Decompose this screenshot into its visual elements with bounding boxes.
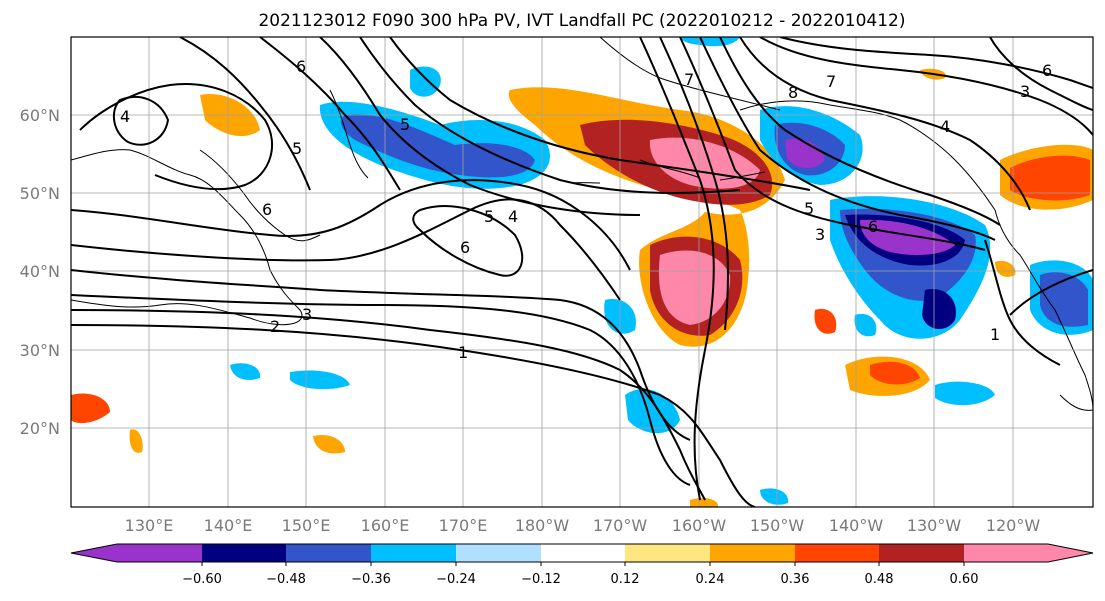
contour-label: 5 bbox=[400, 115, 410, 134]
contour-label: 6 bbox=[1042, 61, 1052, 80]
lon-label: 160°E bbox=[361, 516, 410, 535]
colorbar-tick-label: 0.48 bbox=[865, 572, 894, 587]
colorbar-tick-label: 0.60 bbox=[950, 572, 979, 587]
latitude-labels: 60°N 50°N 40°N 30°N 20°N bbox=[20, 106, 60, 438]
lon-label: 120°W bbox=[986, 516, 1041, 535]
lon-label: 140°E bbox=[204, 516, 253, 535]
contour-label: 6 bbox=[460, 238, 470, 257]
contour-labels: 6 5 6 7 8 7 6 5 4 3 6 5 4 3 2 1 6 5 4 1 … bbox=[120, 57, 1052, 362]
longitude-labels: 130°E 140°E 150°E 160°E 170°E 180°W 170°… bbox=[125, 516, 1041, 535]
contour-label: 8 bbox=[788, 83, 798, 102]
colorbar-tick-label: 0.12 bbox=[611, 572, 640, 587]
contour-label: 1 bbox=[990, 325, 1000, 344]
contour-label: 5 bbox=[804, 199, 814, 218]
lat-label: 60°N bbox=[20, 106, 60, 125]
lon-label: 170°W bbox=[593, 516, 648, 535]
lat-label: 30°N bbox=[20, 341, 60, 360]
contour-label: 1 bbox=[458, 343, 468, 362]
pv-contours bbox=[71, 37, 1093, 507]
lat-label: 50°N bbox=[20, 184, 60, 203]
lat-label: 40°N bbox=[20, 262, 60, 281]
lon-label: 140°W bbox=[829, 516, 884, 535]
colorbar-seg-6 bbox=[541, 544, 626, 562]
colorbar-seg-3 bbox=[286, 544, 372, 562]
colorbar-seg-0 bbox=[71, 544, 118, 562]
colorbar-seg-2 bbox=[202, 544, 287, 562]
colorbar-tick-label: 0.36 bbox=[781, 572, 810, 587]
contour-label: 6 bbox=[262, 200, 272, 219]
contour-label: 3 bbox=[815, 225, 825, 244]
colorbar-ticks bbox=[201, 562, 965, 566]
contour-label: 4 bbox=[940, 117, 950, 136]
contour-label: 6 bbox=[296, 57, 306, 76]
colorbar-seg-9 bbox=[795, 544, 880, 562]
contour-label: 4 bbox=[120, 107, 130, 126]
colorbar-seg-12 bbox=[1048, 544, 1093, 562]
colorbar-seg-1 bbox=[117, 544, 203, 562]
colorbar-seg-5 bbox=[456, 544, 542, 562]
lat-label: 20°N bbox=[20, 419, 60, 438]
contour-label: 3 bbox=[302, 305, 312, 324]
colorbar-tick-label: −0.60 bbox=[182, 572, 222, 587]
colorbar: −0.60 −0.48 −0.36 −0.24 −0.12 0.12 0.24 … bbox=[70, 543, 1094, 587]
contour-label: 6 bbox=[868, 217, 878, 236]
colorbar-seg-4 bbox=[371, 544, 457, 562]
colorbar-tick-label: −0.48 bbox=[266, 572, 306, 587]
colorbar-outline bbox=[70, 543, 1094, 563]
contour-label: 7 bbox=[684, 70, 694, 89]
lon-label: 130°W bbox=[907, 516, 962, 535]
lon-label: 170°E bbox=[439, 516, 488, 535]
lon-label: 150°W bbox=[750, 516, 805, 535]
colorbar-tick-label: −0.12 bbox=[521, 572, 561, 587]
contour-label: 3 bbox=[1020, 82, 1030, 101]
colorbar-seg-7 bbox=[625, 544, 711, 562]
lon-label: 160°W bbox=[672, 516, 727, 535]
colorbar-seg-11 bbox=[964, 544, 1049, 562]
colorbar-tick-label: −0.24 bbox=[436, 572, 476, 587]
graticule bbox=[71, 37, 1093, 507]
colorbar-tick-label: 0.24 bbox=[696, 572, 725, 587]
colorbar-tick-label: −0.36 bbox=[351, 572, 391, 587]
map-frame bbox=[70, 36, 1094, 508]
contour-label: 5 bbox=[292, 139, 302, 158]
contour-label: 7 bbox=[826, 72, 836, 91]
colorbar-seg-8 bbox=[710, 544, 796, 562]
lon-label: 150°E bbox=[282, 516, 331, 535]
colorbar-seg-10 bbox=[879, 544, 965, 562]
contour-label: 5 bbox=[484, 207, 494, 226]
lon-label: 180°W bbox=[515, 516, 570, 535]
contour-label: 4 bbox=[508, 207, 518, 226]
lon-label: 130°E bbox=[125, 516, 174, 535]
contour-label: 2 bbox=[270, 317, 280, 336]
figure-title: 2021123012 F090 300 hPa PV, IVT Landfall… bbox=[258, 11, 905, 31]
